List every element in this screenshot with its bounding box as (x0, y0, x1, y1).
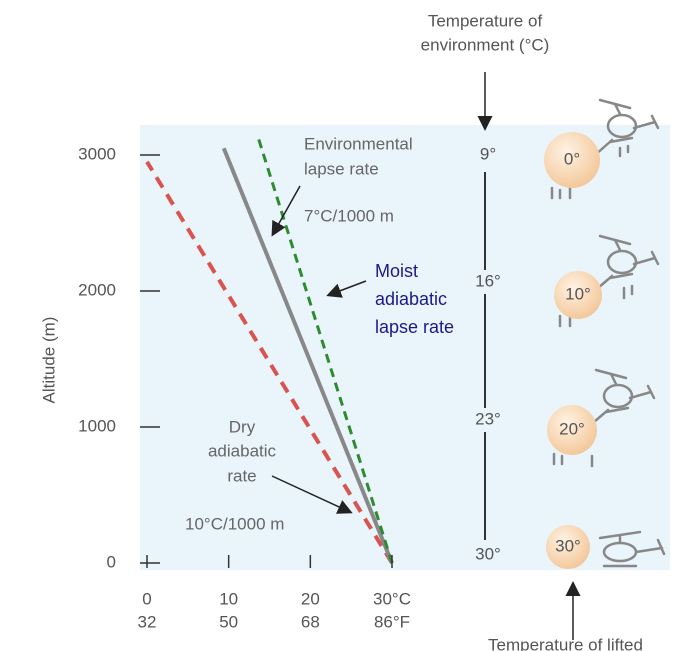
label-bg (470, 408, 502, 432)
y-tick-label: 2000 (78, 280, 116, 299)
x-tick-label: 30°C (373, 589, 411, 608)
parcel-temp: 10° (565, 284, 591, 303)
environment-temp: 16° (475, 271, 501, 290)
x-tick-label: 10 (219, 589, 238, 608)
header: Temperature of lifted (488, 635, 643, 651)
header: Temperature of (428, 11, 543, 30)
line-series (145, 160, 394, 565)
annotation: 7°C/1000 m (304, 206, 394, 225)
arrow (271, 185, 301, 237)
y-tick-label: 3000 (78, 144, 116, 163)
arrow (326, 280, 367, 298)
y-axis-label: Altitude (m) (39, 317, 58, 404)
annotation: adiabatic (375, 289, 447, 309)
parcel-temp: 30° (555, 536, 581, 555)
annotation: lapse rate (304, 159, 379, 178)
line-series (221, 147, 394, 564)
annotation: Moist (375, 261, 418, 281)
annotation: lapse rate (375, 317, 454, 337)
parcel (546, 525, 590, 569)
helicopters (550, 98, 666, 568)
x2-tick-label: 50 (219, 612, 238, 631)
parcel (547, 405, 597, 455)
parcel-temp: 0° (564, 149, 580, 168)
environment-temp: 23° (475, 409, 501, 428)
label-bg (470, 270, 502, 294)
parcel (544, 132, 600, 188)
parcel-temp: 20° (559, 419, 585, 438)
y-tick-label: 1000 (78, 416, 116, 435)
annotation: Environmental (304, 134, 413, 153)
x2-tick-label: 68 (301, 612, 320, 631)
label-bg (470, 543, 502, 567)
header: environment (°C) (421, 35, 550, 54)
x-tick-label: 20 (301, 589, 320, 608)
x-tick-label: 0 (142, 589, 151, 608)
annotations: Environmental lapse rate 7°C/1000 m Mois… (185, 134, 454, 533)
label-bg (470, 143, 502, 167)
annotation: adiabatic (208, 441, 277, 460)
annotation: Dry (229, 417, 256, 436)
x2-tick-label: 86°F (374, 612, 410, 631)
parcel (554, 271, 602, 319)
annotation: 10°C/1000 m (185, 514, 284, 533)
arrow (271, 475, 353, 514)
y-tick-label: 0 (107, 552, 116, 571)
environment-temp: 30° (475, 544, 501, 563)
x2-tick-label: 32 (138, 612, 157, 631)
plot-background (140, 125, 670, 570)
annotation: rate (227, 466, 256, 485)
environment-temp: 9° (480, 144, 496, 163)
